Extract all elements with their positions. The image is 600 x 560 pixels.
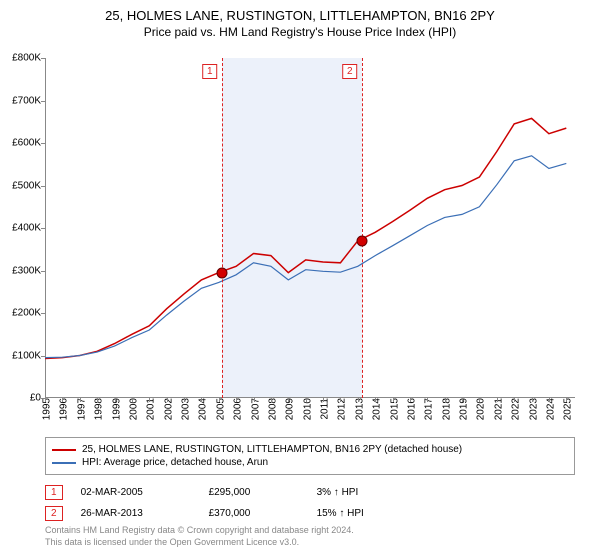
legend-label: HPI: Average price, detached house, Arun [82, 457, 268, 468]
legend: 25, HOLMES LANE, RUSTINGTON, LITTLEHAMPT… [45, 437, 575, 475]
chart-subtitle: Price paid vs. HM Land Registry's House … [0, 23, 600, 39]
sale-hpi: 15% ↑ HPI [317, 508, 364, 519]
sale-vline-label: 1 [202, 64, 218, 79]
series-line [45, 156, 566, 358]
sale-vline [362, 58, 363, 398]
sale-index-badge: 2 [45, 506, 63, 521]
chart-lines [45, 58, 575, 398]
legend-item: 25, HOLMES LANE, RUSTINGTON, LITTLEHAMPT… [52, 443, 568, 456]
legend-label: 25, HOLMES LANE, RUSTINGTON, LITTLEHAMPT… [82, 444, 462, 455]
legend-swatch [52, 449, 76, 451]
sale-index-badge: 1 [45, 485, 63, 500]
footer: Contains HM Land Registry data © Crown c… [45, 525, 575, 548]
sale-price: £295,000 [209, 487, 299, 498]
series-line [45, 118, 566, 358]
sale-marker-dot [216, 267, 227, 278]
sale-vline-label: 2 [342, 64, 358, 79]
sale-vline [222, 58, 223, 398]
chart-title: 25, HOLMES LANE, RUSTINGTON, LITTLEHAMPT… [0, 0, 600, 23]
sale-date: 02-MAR-2005 [81, 487, 191, 498]
sale-price: £370,000 [209, 508, 299, 519]
plot-area: £0£100K£200K£300K£400K£500K£600K£700K£80… [45, 58, 575, 398]
legend-item: HPI: Average price, detached house, Arun [52, 456, 568, 469]
sale-hpi: 3% ↑ HPI [317, 487, 359, 498]
sale-row: 2 26-MAR-2013 £370,000 15% ↑ HPI [45, 503, 575, 524]
footer-line: This data is licensed under the Open Gov… [45, 537, 575, 549]
sales-table: 1 02-MAR-2005 £295,000 3% ↑ HPI 2 26-MAR… [45, 482, 575, 524]
sale-date: 26-MAR-2013 [81, 508, 191, 519]
sale-marker-dot [356, 235, 367, 246]
sale-row: 1 02-MAR-2005 £295,000 3% ↑ HPI [45, 482, 575, 503]
footer-line: Contains HM Land Registry data © Crown c… [45, 525, 575, 537]
legend-swatch [52, 462, 76, 464]
chart-container: 25, HOLMES LANE, RUSTINGTON, LITTLEHAMPT… [0, 0, 600, 560]
